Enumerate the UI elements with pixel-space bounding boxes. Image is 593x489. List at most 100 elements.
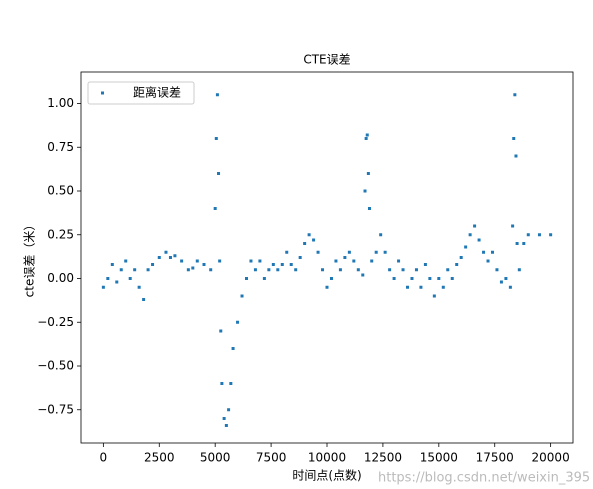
point bbox=[215, 93, 219, 97]
legend-marker bbox=[101, 91, 104, 95]
point bbox=[388, 268, 392, 272]
point bbox=[195, 259, 199, 263]
point bbox=[441, 285, 445, 289]
point bbox=[334, 259, 338, 263]
point bbox=[499, 280, 503, 284]
x-tick-label: 15000 bbox=[420, 451, 458, 465]
point bbox=[236, 320, 240, 324]
x-tick-label: 17500 bbox=[476, 451, 514, 465]
point bbox=[379, 233, 383, 237]
point bbox=[406, 285, 410, 289]
point bbox=[217, 172, 221, 175]
point bbox=[364, 137, 368, 140]
y-tick-label: 0.75 bbox=[47, 140, 74, 154]
point bbox=[110, 263, 114, 266]
y-tick-label: 0.50 bbox=[47, 184, 74, 198]
point bbox=[133, 268, 137, 272]
point bbox=[276, 268, 280, 272]
point bbox=[392, 277, 396, 280]
point bbox=[397, 259, 401, 263]
point bbox=[446, 268, 450, 272]
point bbox=[504, 277, 508, 280]
point bbox=[482, 250, 486, 254]
point bbox=[347, 250, 351, 254]
point bbox=[321, 268, 325, 272]
point bbox=[549, 233, 553, 237]
point bbox=[209, 268, 213, 272]
point bbox=[512, 137, 516, 140]
point bbox=[303, 242, 307, 245]
point bbox=[191, 266, 195, 270]
point bbox=[361, 273, 365, 277]
chart-title: CTE误差 bbox=[303, 53, 350, 67]
y-tick-label: 0.00 bbox=[47, 271, 74, 285]
point bbox=[316, 250, 320, 254]
point bbox=[329, 277, 333, 280]
point bbox=[271, 263, 275, 266]
point bbox=[180, 259, 184, 263]
point bbox=[157, 256, 161, 259]
x-tick-label: 10000 bbox=[308, 451, 346, 465]
point bbox=[522, 242, 526, 245]
point bbox=[142, 298, 146, 301]
point bbox=[253, 268, 257, 272]
point bbox=[186, 268, 190, 272]
point bbox=[280, 263, 284, 266]
point bbox=[101, 285, 105, 289]
point bbox=[513, 93, 517, 97]
point bbox=[106, 277, 110, 280]
point bbox=[486, 259, 490, 263]
point bbox=[218, 259, 222, 263]
point bbox=[383, 250, 387, 254]
point bbox=[214, 137, 218, 140]
point bbox=[450, 277, 454, 280]
point bbox=[219, 329, 223, 333]
point bbox=[365, 133, 369, 137]
point bbox=[508, 285, 512, 289]
point bbox=[367, 207, 371, 210]
point bbox=[468, 233, 472, 237]
point bbox=[168, 256, 172, 259]
point bbox=[343, 256, 347, 259]
legend-box bbox=[87, 81, 195, 105]
x-tick-label: 12500 bbox=[364, 451, 402, 465]
point bbox=[220, 382, 224, 385]
point bbox=[173, 254, 177, 258]
watermark: https://blog.csdn.net/weixin_395 bbox=[378, 471, 590, 486]
point bbox=[374, 250, 378, 254]
point bbox=[338, 268, 342, 272]
point bbox=[366, 172, 370, 175]
point bbox=[231, 347, 235, 350]
x-tick-label: 20000 bbox=[532, 451, 570, 465]
point bbox=[124, 259, 128, 263]
point bbox=[477, 238, 481, 242]
point bbox=[164, 250, 168, 254]
point bbox=[459, 256, 463, 259]
y-axis-label: cte误差（米） bbox=[23, 219, 37, 298]
point bbox=[240, 294, 244, 298]
point bbox=[262, 277, 266, 280]
point bbox=[285, 250, 289, 254]
point bbox=[267, 268, 271, 272]
y-tick-label: −0.50 bbox=[37, 359, 74, 373]
point bbox=[115, 280, 119, 284]
point bbox=[352, 259, 356, 263]
point bbox=[370, 259, 374, 263]
point bbox=[428, 277, 432, 280]
point bbox=[222, 417, 226, 420]
y-tick-label: −0.75 bbox=[37, 402, 74, 416]
point bbox=[423, 263, 427, 266]
point bbox=[298, 256, 302, 259]
point bbox=[363, 189, 367, 193]
point bbox=[526, 233, 530, 237]
point bbox=[312, 238, 316, 242]
x-tick-label: 7500 bbox=[256, 451, 287, 465]
point bbox=[495, 268, 499, 272]
y-tick-label: 0.25 bbox=[47, 227, 74, 241]
point bbox=[307, 233, 311, 237]
point bbox=[514, 154, 518, 158]
point bbox=[202, 263, 206, 266]
point bbox=[515, 242, 519, 245]
x-tick-label: 0 bbox=[100, 451, 108, 465]
